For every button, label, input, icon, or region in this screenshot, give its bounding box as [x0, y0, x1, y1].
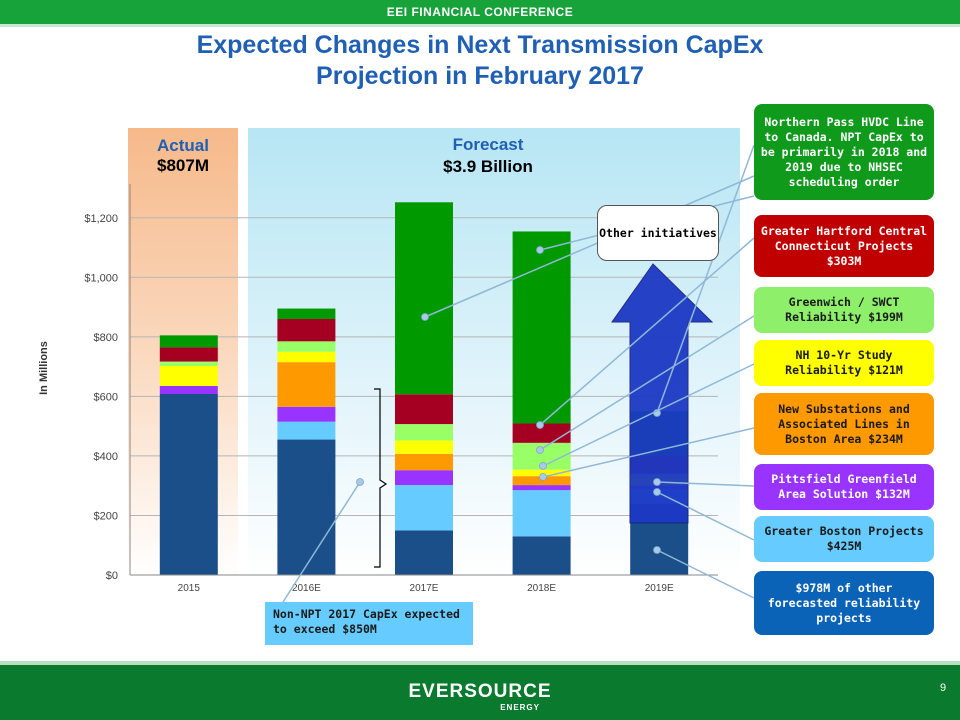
bar-segment-nh_study: [159, 366, 218, 386]
leader-line: [424, 175, 755, 318]
leader-line: [656, 481, 755, 487]
bar-segment-greater_boston: [395, 485, 453, 531]
leader-line: [539, 315, 755, 451]
actual-label-text: Actual: [157, 136, 209, 155]
leader-dot: [536, 446, 544, 454]
y-tick-label: $600: [94, 391, 118, 403]
leader-dot: [356, 478, 364, 486]
bar-segment-hartford: [159, 347, 218, 362]
y-tick-label: $800: [94, 332, 118, 344]
forecast-value: $3.9 Billion: [443, 157, 533, 176]
other-initiatives-callout: Other initiatives: [597, 205, 719, 261]
eversource-logo-sub: ENERGY: [500, 703, 540, 712]
bar-segment-northern_pass: [395, 202, 453, 395]
y-tick-label: $200: [94, 510, 118, 522]
eversource-logo: EVERSOURCE: [408, 681, 552, 702]
callout-greater-boston: Greater Boston Projects $425M: [754, 516, 934, 562]
leader-line: [656, 549, 755, 599]
axes: [129, 184, 718, 576]
callout-greenwich: Greenwich / SWCT Reliability $199M: [754, 287, 934, 333]
page-number: 9: [940, 682, 947, 694]
leader-line: [656, 491, 755, 541]
callout-leader-lines: [282, 144, 755, 603]
callout-northern-pass: Northern Pass HVDC Line to Canada. NPT C…: [754, 104, 934, 200]
bar-segment-other_reliability: [277, 439, 336, 575]
leader-dot: [421, 313, 429, 321]
leader-dot: [536, 421, 544, 429]
bar-segment-new_substations: [277, 362, 336, 407]
x-tick-labels: 2015 2016E 2017E 2018E 2019E: [178, 583, 674, 594]
y-tick-label: $1,000: [84, 272, 118, 284]
leader-dot: [653, 478, 661, 486]
leader-dot: [536, 246, 544, 254]
slide-title-line1: Expected Changes in Next Transmission Ca…: [196, 31, 764, 59]
forecast-label: Forecast $3.9 Billion: [338, 134, 638, 178]
bar-segment-northern_pass: [277, 308, 336, 319]
bar-segment-greenwich: [159, 361, 218, 367]
leader-dot: [653, 546, 661, 554]
leader-dot: [539, 462, 547, 470]
bar-segment-greenwich: [395, 424, 453, 441]
bar-segment-pittsfield: [512, 485, 571, 491]
callout-hartford: Greater Hartford Central Connecticut Pro…: [754, 215, 934, 277]
banner-divider: [0, 24, 960, 27]
bar-segment-new_substations: [395, 453, 453, 471]
bar-segment-pittsfield: [277, 406, 336, 422]
actual-label: Actual $807M: [128, 136, 238, 176]
bar-segment-other_reliability: [159, 394, 218, 575]
footer-divider: [0, 661, 960, 665]
bar-segment-pittsfield: [395, 470, 453, 486]
x-tick-label: 2016E: [292, 583, 321, 594]
bar-segment-hartford: [395, 394, 453, 425]
bar-segment-other_reliability: [512, 536, 571, 575]
x-tick-label: 2017E: [410, 583, 439, 594]
bar-segment-nh_study: [277, 351, 336, 363]
bar-segment-northern_pass: [512, 231, 571, 424]
y-tick-label: $1,200: [84, 213, 118, 225]
y-tick-label: $400: [94, 451, 118, 463]
leader-line: [282, 481, 361, 603]
y-tick-labels: $0 $200 $400 $600 $800 $1,000 $1,200: [84, 213, 118, 582]
bar-segment-hartford: [512, 423, 571, 443]
slide-title: Expected Changes in Next Transmission Ca…: [60, 30, 900, 92]
callout-other-reliability: $978M of other forecasted reliability pr…: [754, 571, 934, 635]
leader-line: [542, 363, 755, 467]
y-axis-label: In Millions: [38, 341, 50, 395]
callout-substations: New Substations and Associated Lines in …: [754, 393, 934, 455]
bar-segment-greater_boston: [277, 421, 336, 440]
forecast-label-text: Forecast: [452, 135, 524, 154]
footer-bar: [0, 665, 960, 720]
leader-line: [542, 427, 755, 478]
actual-value: $807M: [157, 156, 209, 175]
leader-line: [656, 144, 755, 414]
bar-segment-nh_study: [395, 440, 453, 454]
slide-title-line2: Projection in February 2017: [316, 62, 644, 90]
bar-segment-nh_study: [512, 469, 571, 477]
leader-line: [539, 237, 755, 426]
conference-banner: EEI FINANCIAL CONFERENCE: [0, 0, 960, 24]
callout-nh-study: NH 10-Yr Study Reliability $121M: [754, 340, 934, 386]
bar-segment-greater_boston: [512, 490, 571, 537]
bar-segment-northern_pass: [159, 335, 218, 348]
x-tick-label: 2015: [178, 583, 201, 594]
x-tick-label: 2019E: [645, 583, 674, 594]
bar-segment-pittsfield: [159, 385, 218, 395]
leader-dot: [539, 473, 547, 481]
y-tick-label: $0: [106, 570, 118, 582]
leader-dot: [653, 488, 661, 496]
bar-segment-hartford: [277, 318, 336, 342]
callout-pittsfield: Pittsfield Greenfield Area Solution $132…: [754, 464, 934, 510]
x-tick-label: 2018E: [527, 583, 556, 594]
bar-segment-greenwich: [277, 341, 336, 352]
non-npt-callout: Non-NPT 2017 CapEx expected to exceed $8…: [265, 602, 473, 645]
bar-segment-other_reliability: [395, 530, 453, 575]
non-npt-bracket: [374, 388, 388, 568]
